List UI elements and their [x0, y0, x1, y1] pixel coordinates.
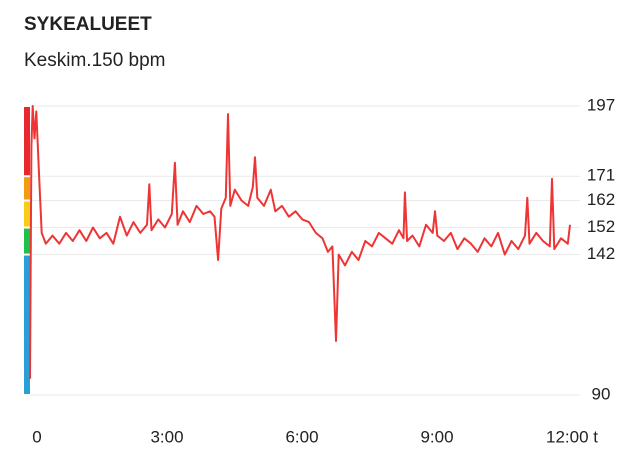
- y-tick-label: 171: [587, 166, 615, 185]
- x-tick-label: 9:00: [420, 427, 453, 446]
- zone-band: [24, 177, 30, 200]
- zone-band: [24, 255, 30, 394]
- x-tick-label: 3:00: [150, 427, 183, 446]
- y-tick-label: 142: [587, 244, 615, 263]
- x-tick-label: 0: [32, 427, 41, 446]
- y-tick-label: 197: [587, 95, 615, 114]
- zone-band: [24, 228, 30, 254]
- chart-subtitle: Keskim.150 bpm: [24, 50, 166, 71]
- y-tick-label: 90: [592, 384, 611, 403]
- heart-rate-line: [29, 105, 571, 379]
- y-tick-label: 162: [587, 190, 615, 209]
- x-tick-label: 12:00 t: [546, 427, 598, 446]
- zone-band: [24, 107, 30, 176]
- zone-band: [24, 201, 30, 227]
- x-tick-label: 6:00: [285, 427, 318, 446]
- y-tick-label: 152: [587, 217, 615, 236]
- chart-title: SYKEALUEET: [24, 14, 152, 35]
